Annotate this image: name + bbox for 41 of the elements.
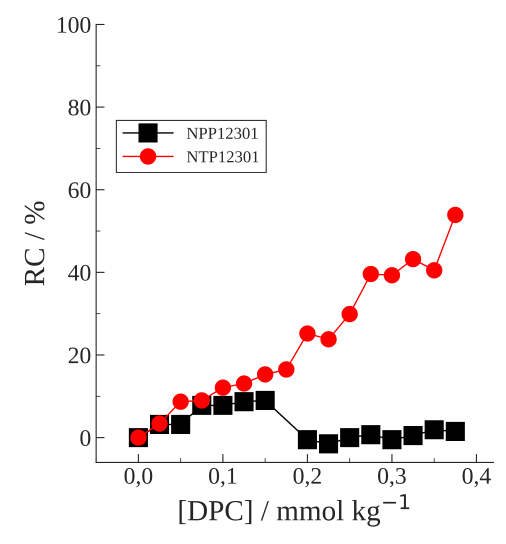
point	[340, 428, 360, 448]
x-tick-label: 0,1	[209, 468, 236, 488]
y-tick-label: 40	[68, 264, 90, 281]
y-tick-label: 80	[68, 100, 90, 116]
point	[214, 379, 232, 396]
point	[278, 361, 294, 378]
legend-label: NPP12301	[186, 128, 258, 139]
point	[446, 422, 465, 441]
point	[213, 396, 232, 415]
x-axis-title: [DPC] / mmol kg$^{−1}$	[180, 494, 410, 527]
y-tick-label: 60	[68, 182, 90, 198]
point	[319, 434, 338, 454]
y-tick-label: 0	[80, 430, 90, 446]
point	[194, 392, 210, 409]
y-axis-title: RC / %	[24, 201, 44, 286]
point	[299, 325, 316, 342]
point	[382, 430, 402, 450]
point	[362, 266, 379, 282]
point	[234, 392, 254, 412]
point	[424, 420, 444, 440]
y-tick-label: 100	[58, 16, 90, 33]
point	[171, 414, 190, 434]
point	[298, 430, 317, 450]
point	[256, 390, 275, 410]
point	[236, 375, 252, 392]
point	[404, 250, 422, 268]
point	[426, 262, 442, 278]
point	[320, 331, 337, 348]
point	[384, 267, 400, 284]
x-tick-label: 0,3	[378, 468, 406, 488]
legend-label: NTP12301	[186, 151, 259, 162]
x-tick-label: 0,2	[294, 468, 321, 488]
x-tick-label: 0,0	[124, 468, 152, 488]
point	[342, 306, 358, 322]
point	[447, 206, 464, 224]
y-tick-label: 20	[68, 347, 90, 364]
point	[404, 426, 423, 446]
point	[257, 366, 274, 383]
point	[361, 425, 380, 444]
point	[172, 394, 189, 410]
x-tick-label: 0,4	[462, 468, 491, 488]
